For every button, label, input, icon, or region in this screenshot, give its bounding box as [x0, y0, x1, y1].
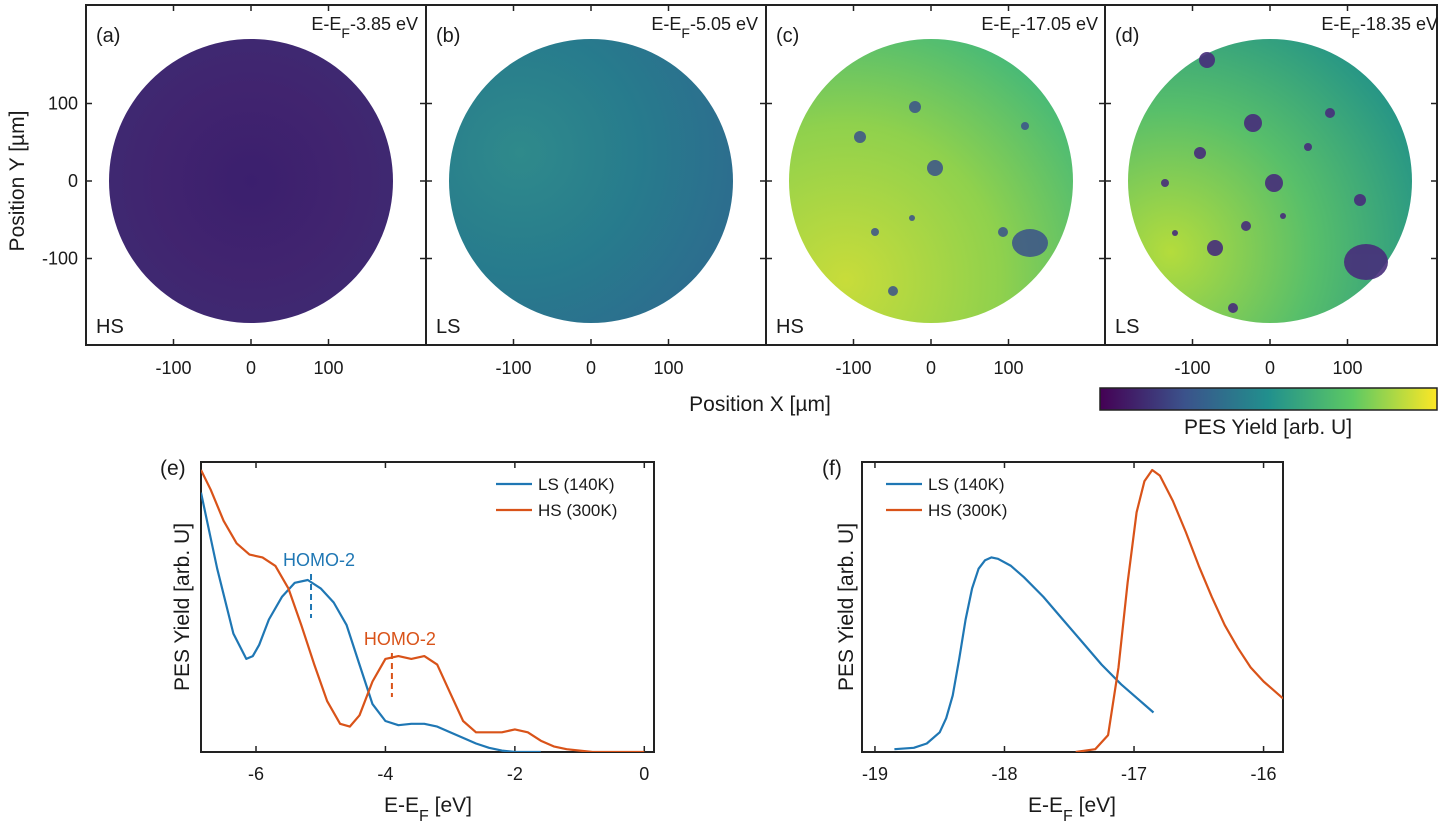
x-tick-label: 0 — [926, 358, 936, 378]
y-tick-label: -100 — [42, 249, 78, 269]
y-axis-title: Position Y [µm] — [6, 111, 29, 252]
colorbar-gradient — [1099, 387, 1438, 411]
x-tick-label: -100 — [1174, 358, 1210, 378]
x-tick-label: 0 — [639, 764, 649, 784]
x-tick-label: -100 — [155, 358, 191, 378]
energy-label: E-EF-3.85 eV — [311, 14, 418, 41]
panel-label: (b) — [436, 25, 460, 47]
energy-label: E-EF-5.05 eV — [651, 14, 758, 41]
y-tick-label: 0 — [68, 171, 78, 191]
map-disc — [109, 39, 393, 323]
legend: LS (140K) HS (300K) — [886, 475, 1007, 520]
map-panel-c: (c) E-EF-17.05 eV HS — [776, 14, 1098, 338]
plot-frame — [861, 461, 1284, 753]
series-line-hs — [1075, 468, 1283, 752]
x-tick-label: -19 — [862, 764, 888, 784]
x-tick-label: -17 — [1121, 764, 1147, 784]
x-axis-title: E-EF [eV] — [384, 794, 472, 825]
y-tick-label: 100 — [48, 94, 78, 114]
x-tick-label: -6 — [248, 764, 264, 784]
map-defects — [854, 101, 1048, 296]
energy-label: E-EF-18.35 eV — [1321, 14, 1438, 41]
x-tick-label: -16 — [1251, 764, 1277, 784]
x-tick-label: -2 — [507, 764, 523, 784]
x-axis-ticks: -6 -4 -2 0 — [248, 462, 649, 784]
panel-label: (f) — [822, 457, 842, 480]
series-line-ls — [894, 556, 1155, 751]
x-tick-label: 0 — [1265, 358, 1275, 378]
legend-label: HS (300K) — [928, 501, 1007, 520]
x-tick-label: 100 — [653, 358, 683, 378]
map-axis-ticks: -100 0 100 100 0 -100 -100 0 100 -100 0 100 -100 0 100 — [42, 5, 1437, 378]
x-axis-title: E-EF [eV] — [1028, 794, 1116, 825]
map-defects — [1161, 52, 1388, 313]
x-tick-label: -4 — [377, 764, 393, 784]
x-axis-ticks: -19 -18 -17 -16 — [862, 462, 1277, 784]
map-disc — [789, 39, 1073, 323]
colorbar-label: PES Yield [arb. U] — [1184, 416, 1352, 439]
spin-state-label: LS — [1115, 316, 1139, 338]
x-tick-label: -18 — [991, 764, 1017, 784]
map-panel-b: (b) E-EF-5.05 eV LS — [436, 14, 758, 338]
energy-label: E-EF-17.05 eV — [981, 14, 1098, 41]
spin-state-label: LS — [436, 316, 460, 338]
x-tick-label: 100 — [993, 358, 1023, 378]
series-line-hs — [201, 469, 645, 752]
map-disc — [449, 39, 733, 323]
map-panel-d: (d) E-EF-18.35 eV LS — [1115, 14, 1438, 338]
x-axis-title: Position X [µm] — [689, 393, 831, 416]
y-axis-title: PES Yield [arb. U] — [171, 523, 194, 691]
series-line-ls — [201, 492, 541, 752]
x-tick-label: 100 — [313, 358, 343, 378]
x-tick-label: 0 — [246, 358, 256, 378]
spectrum-lines — [201, 469, 645, 752]
x-tick-label: 100 — [1332, 358, 1362, 378]
homo-annotations: HOMO-2 HOMO-2 — [283, 550, 436, 697]
legend-label: HS (300K) — [538, 501, 617, 520]
colorbar: PES Yield [arb. U] — [1099, 387, 1438, 439]
homo-label: HOMO-2 — [364, 629, 436, 649]
panel-label: (e) — [160, 457, 186, 480]
spin-state-label: HS — [96, 316, 124, 338]
y-axis-title: PES Yield [arb. U] — [835, 523, 858, 691]
legend-label: LS (140K) — [928, 475, 1005, 494]
panel-label: (c) — [776, 25, 799, 47]
x-tick-label: -100 — [495, 358, 531, 378]
pes-map-panels: (a) E-EF-3.85 eV HS (b) E-EF-5.05 eV LS — [6, 4, 1438, 416]
x-tick-label: 0 — [586, 358, 596, 378]
spin-state-label: HS — [776, 316, 804, 338]
x-tick-label: -100 — [835, 358, 871, 378]
spectrum-lines — [894, 468, 1283, 752]
legend-label: LS (140K) — [538, 475, 615, 494]
panel-label: (a) — [96, 25, 120, 47]
map-panel-a: (a) E-EF-3.85 eV HS — [96, 14, 418, 338]
panel-label: (d) — [1115, 25, 1139, 47]
maps-frame — [85, 4, 1438, 346]
spectrum-panel-f: -19 -18 -17 -16 LS (140K) HS (300K) (f) E-EF… — [822, 457, 1284, 825]
homo-label: HOMO-2 — [283, 550, 355, 570]
legend: LS (140K) HS (300K) — [496, 475, 617, 520]
